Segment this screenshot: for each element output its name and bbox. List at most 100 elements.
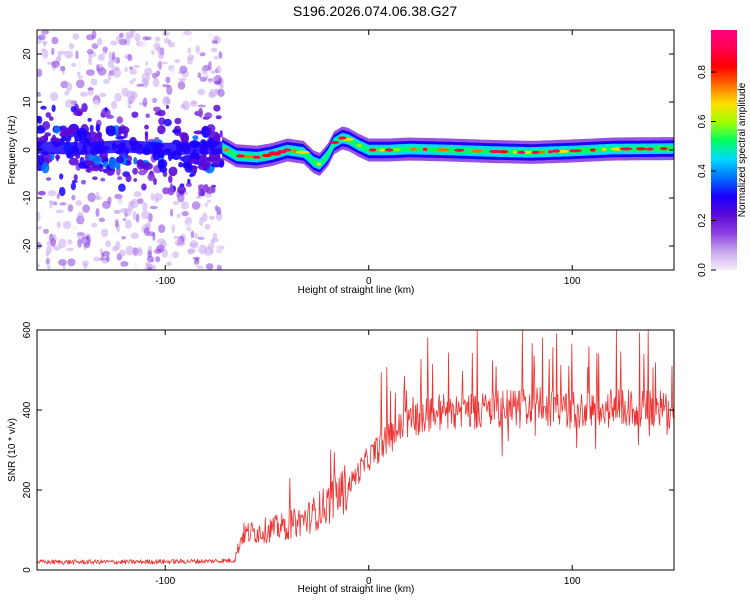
noise-blob [146,255,154,263]
noise-blob [91,43,99,49]
ridge-hotspot [292,149,298,153]
noise-blob [51,60,60,68]
noise-blob [37,190,46,196]
noise-blob [127,103,132,109]
noise-blob [95,191,100,200]
noise-blob [57,50,66,55]
noise-blob [51,36,59,45]
noise-blob [109,40,118,46]
noise-blob [187,178,191,184]
noise-blob [76,79,85,89]
noise-blob [103,78,110,85]
noise-blob [213,80,222,85]
noise-blob [111,51,116,61]
noise-blob [72,33,80,40]
noise-blob [105,240,112,248]
noise-blob [107,72,112,81]
noise-blob [127,54,133,62]
noise-blob [170,208,174,217]
noise-blob [125,245,134,256]
noise-blob [49,116,54,121]
ridge-peak [368,148,377,152]
noise-blob [195,257,199,262]
noise-blob [153,42,161,51]
noise-blob [87,87,94,91]
noise-blob [132,263,138,270]
ridge-hotspot [276,150,287,154]
noise-blob [209,88,218,97]
noise-blob [172,200,180,206]
noise-blob-core [168,166,178,177]
noise-blob [143,81,149,86]
noise-blob [67,239,73,245]
noise-blob [77,211,84,222]
noise-blob [204,202,208,208]
noise-blob-core [78,137,89,144]
noise-blob [139,39,147,49]
noise-blob [155,256,161,263]
noise-blob [154,111,162,116]
noise-blob [151,264,156,270]
noise-blob [130,200,136,205]
noise-blob [133,178,137,182]
noise-blob [121,236,126,240]
noise-blob-core [102,161,108,168]
noise-blob [171,224,176,233]
ridge-hotspot [471,149,483,153]
noise-blob [53,245,61,251]
noise-blob [115,240,121,251]
noise-blob [189,240,199,249]
x-tick-label: 0 [366,576,372,587]
noise-blob [129,80,134,85]
ridge-peak [552,149,560,153]
spectrogram-y-axis-label: Frequency (Hz) [7,116,18,185]
noise-blob [144,132,149,142]
y-tick-label: 20 [22,48,33,60]
noise-blob [154,196,159,203]
noise-blob [186,57,194,65]
noise-blob [170,182,173,193]
noise-blob [210,47,218,53]
noise-blob [218,51,223,59]
noise-blob-core [84,160,95,167]
noise-blob [37,68,43,78]
noise-blob [119,32,124,39]
noise-blob [141,183,147,191]
noise-blob [65,99,74,108]
noise-blob [204,223,211,230]
noise-blob [124,98,129,106]
noise-blob [40,105,47,110]
noise-blob [42,40,48,45]
noise-blob [77,238,82,248]
noise-blob [190,101,198,107]
noise-blob [107,59,114,68]
colorbar-tick-label: 0.4 [697,164,708,178]
noise-blob [83,242,91,248]
noise-blob [70,106,77,113]
noise-blob [210,70,216,74]
noise-blob [101,250,110,257]
x-tick-label: -100 [155,276,175,287]
noise-blob [55,154,60,162]
noise-blob [41,57,48,64]
noise-blob [202,70,208,75]
ridge-hotspot [548,150,553,154]
noise-blob-core [44,132,51,137]
noise-blob [151,50,155,56]
noise-blob [49,200,57,205]
noise-blob [152,72,158,79]
noise-blob [58,238,67,249]
noise-blob [133,191,142,198]
noise-blob [145,61,149,66]
noise-blob [166,105,169,109]
noise-blob-core [172,129,181,134]
noise-blob [116,200,124,205]
noise-blob [116,116,124,124]
noise-blob-core [41,162,50,174]
noise-blob [162,30,170,37]
noise-blob [65,82,73,92]
noise-blob [187,47,192,54]
noise-blob [132,77,136,82]
noise-blob [166,261,172,267]
